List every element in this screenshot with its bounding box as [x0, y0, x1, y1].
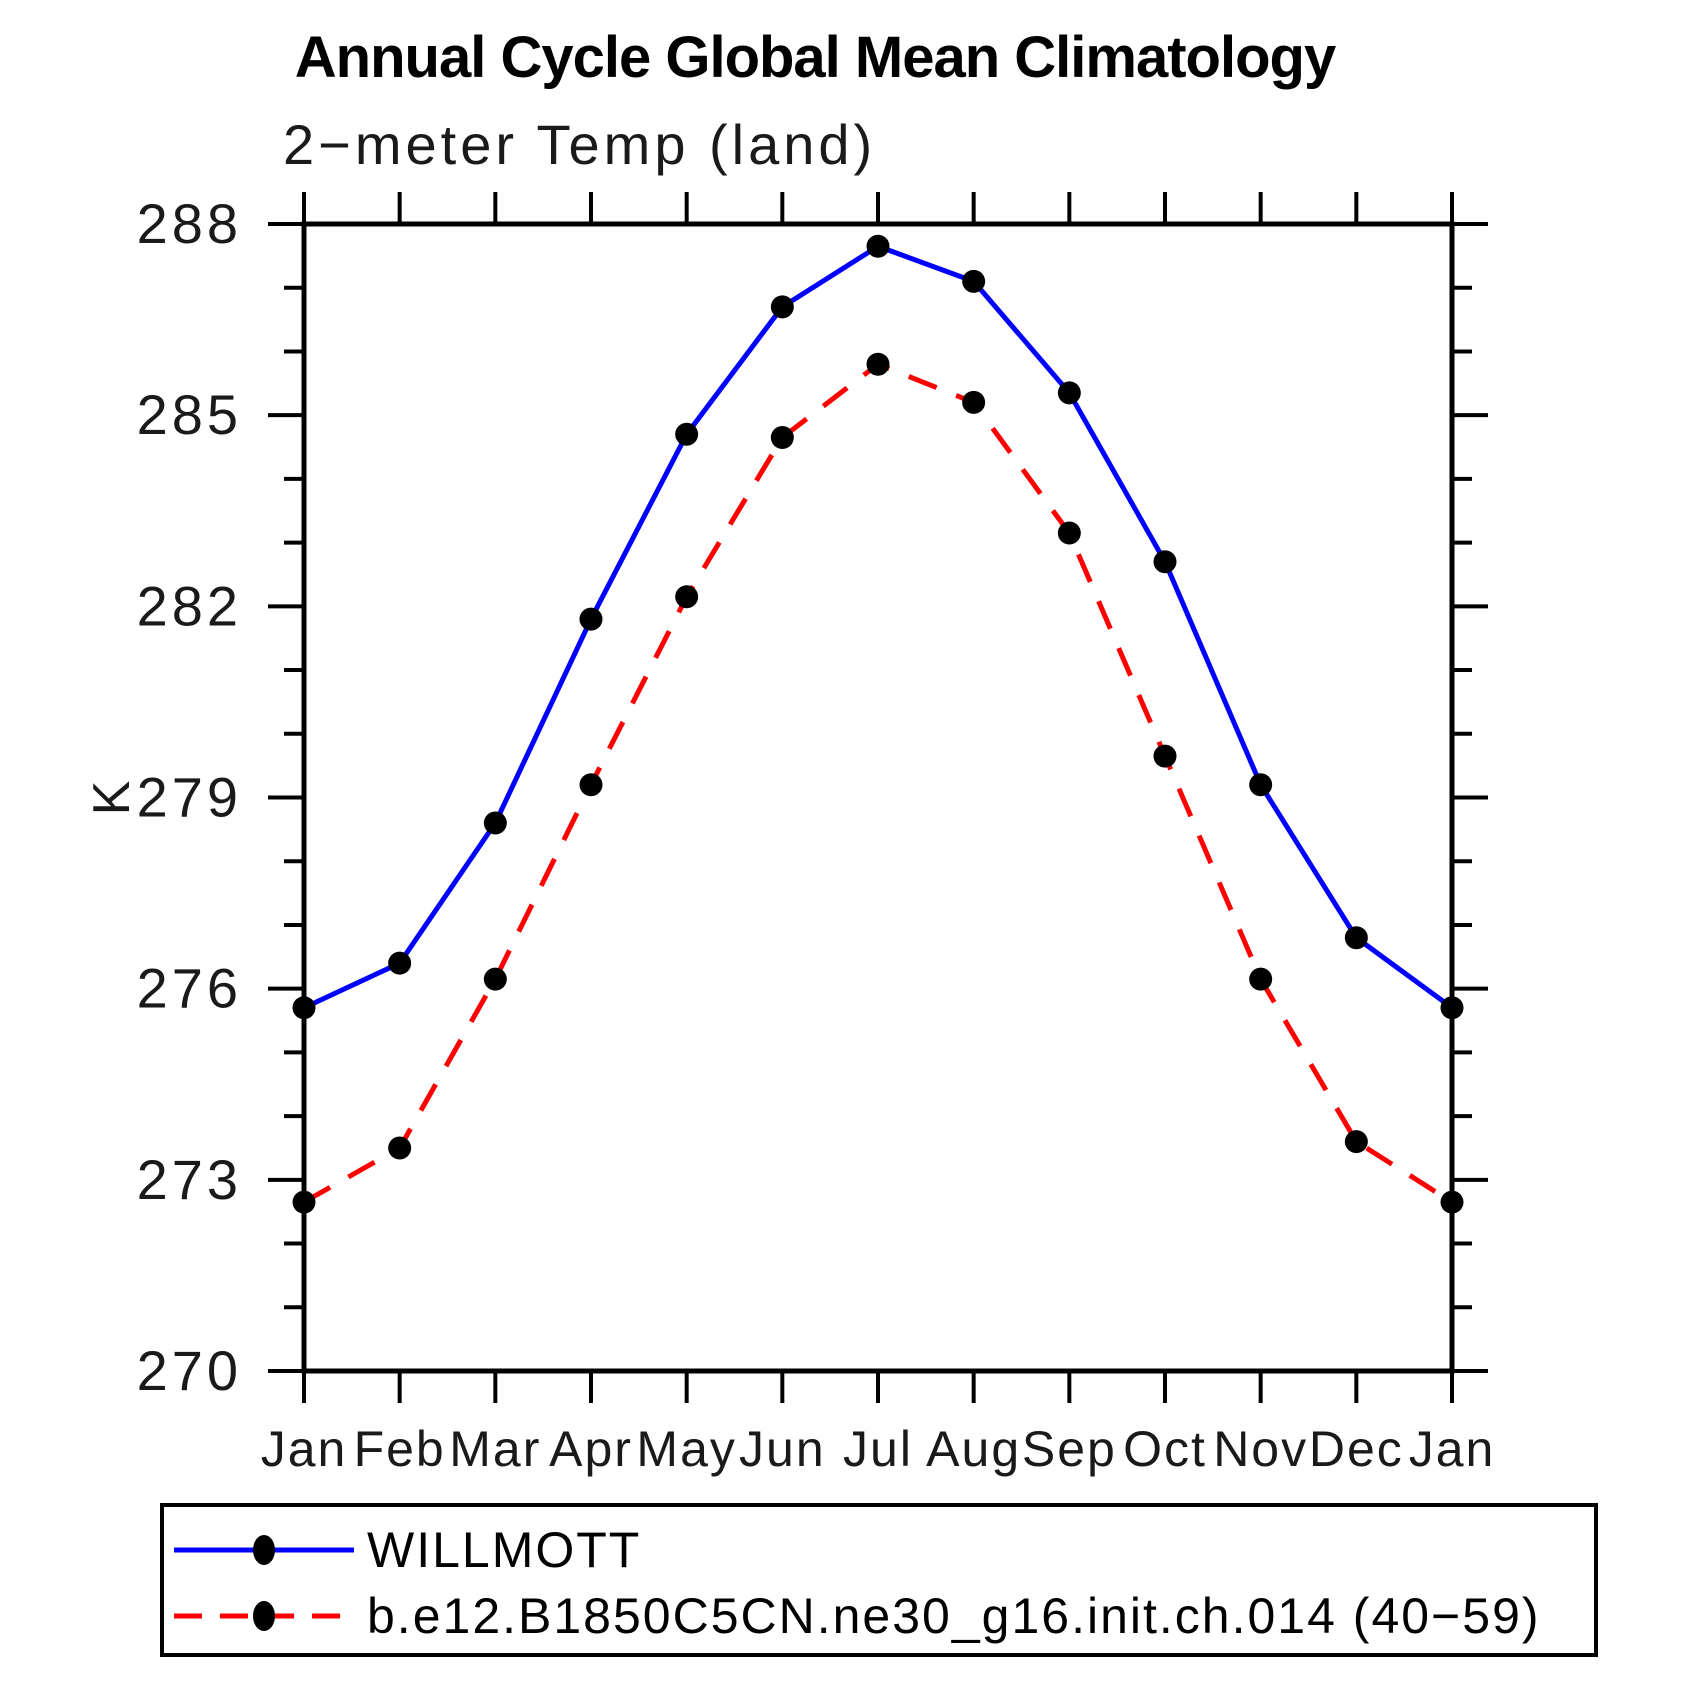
x-tick-label: Oct: [1123, 1421, 1207, 1477]
data-point-1: [1153, 744, 1177, 768]
x-tick-label: Aug: [926, 1421, 1021, 1477]
series-line-1: [302, 361, 1454, 1205]
x-tick-label: Dec: [1309, 1421, 1404, 1477]
y-tick-label: 270: [137, 1339, 242, 1402]
data-point-1: [483, 967, 507, 991]
data-point-1: [1344, 1130, 1368, 1154]
data-point-1: [1440, 1190, 1464, 1214]
data-point-0: [1153, 550, 1177, 574]
data-point-0: [579, 607, 603, 631]
y-tick-label: 285: [137, 383, 242, 446]
data-point-1: [675, 585, 699, 609]
data-point-0: [1344, 926, 1368, 950]
legend-entry-willmott: WILLMOTT: [164, 1522, 641, 1578]
data-point-0: [770, 295, 794, 319]
data-point-0: [388, 951, 412, 975]
x-tick-label: Jul: [843, 1421, 913, 1477]
legend-sample-dashed-line: [174, 1601, 354, 1631]
data-point-1: [770, 425, 794, 449]
chart-title: Annual Cycle Global Mean Climatology: [294, 25, 1336, 90]
legend-marker-dot: [253, 1535, 275, 1565]
data-point-0: [675, 422, 699, 446]
legend-label-willmott: WILLMOTT: [367, 1522, 642, 1578]
legend-label-model: b.e12.B1850C5CN.ne30_g16.init.ch.014 (40…: [367, 1588, 1541, 1644]
x-tick-label: Sep: [1022, 1421, 1117, 1477]
data-point-0: [962, 269, 986, 293]
x-tick-label: Feb: [354, 1421, 446, 1477]
data-point-1: [292, 1190, 316, 1214]
y-tick-label: 279: [137, 766, 242, 829]
x-tick-label: Apr: [549, 1421, 633, 1477]
data-point-1: [388, 1136, 412, 1160]
x-tick-label: Mar: [449, 1421, 541, 1477]
data-point-1: [579, 773, 603, 797]
data-point-1: [962, 390, 986, 414]
data-point-0: [1249, 773, 1273, 797]
data-point-0: [866, 234, 890, 258]
y-tick-label: 288: [137, 192, 242, 255]
legend-marker-dot: [253, 1601, 275, 1631]
legend-box: WILLMOTT b.e12.B1850C5CN.ne30_g16.init.c…: [160, 1503, 1598, 1657]
data-point-0: [1440, 996, 1464, 1020]
y-tick-label: 276: [137, 957, 242, 1020]
chart-subtitle: 2−meter Temp (land): [283, 113, 877, 176]
x-tick-label: May: [636, 1421, 736, 1477]
data-point-0: [292, 996, 316, 1020]
data-point-1: [866, 352, 890, 376]
y-tick-label: 282: [137, 574, 242, 637]
x-tick-label: Jan: [261, 1421, 348, 1477]
axis-frame: [301, 221, 1455, 1374]
legend-sample-solid-line: [174, 1535, 354, 1565]
data-point-0: [483, 811, 507, 835]
x-tick-label: Nov: [1213, 1421, 1308, 1477]
x-tick-label: Jan: [1409, 1421, 1496, 1477]
data-point-1: [1249, 967, 1273, 991]
data-point-1: [1057, 521, 1081, 545]
x-tick-label: Jun: [739, 1421, 826, 1477]
legend-entry-model: b.e12.B1850C5CN.ne30_g16.init.ch.014 (40…: [164, 1588, 1541, 1644]
y-tick-label: 273: [137, 1148, 242, 1211]
data-point-0: [1057, 381, 1081, 405]
